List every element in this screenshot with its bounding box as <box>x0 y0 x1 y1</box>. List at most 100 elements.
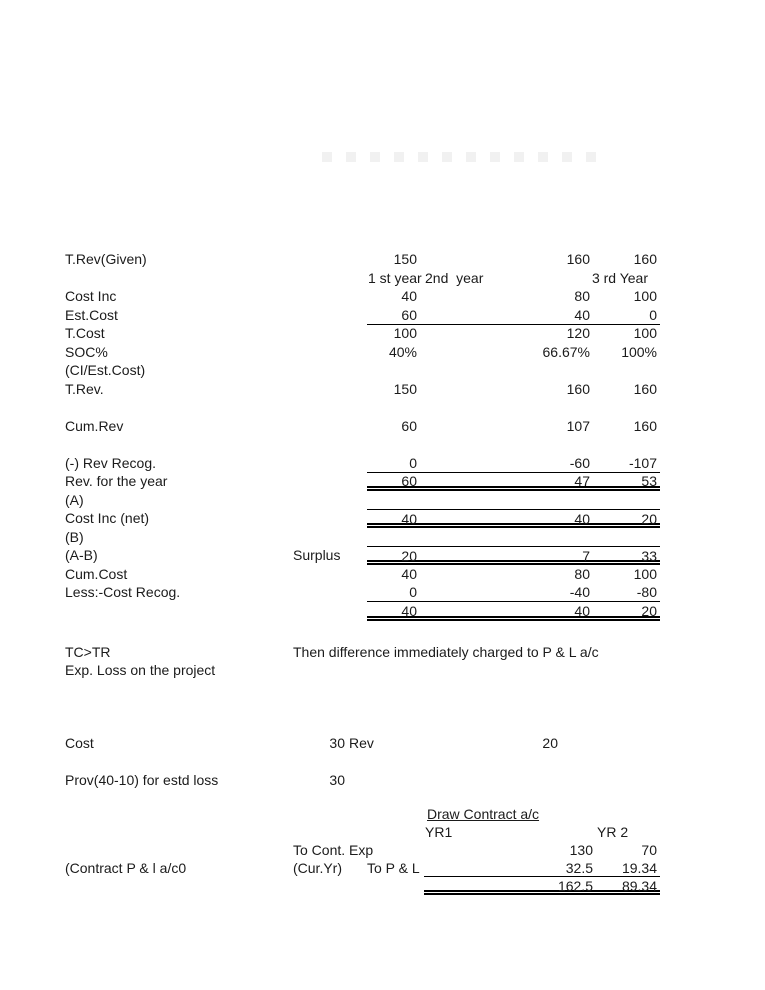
loss-provision-value: 30 <box>329 772 345 788</box>
table-row: Less:-Cost Recog. 0 -40 -80 <box>0 583 765 602</box>
table-row <box>0 435 765 454</box>
row-label: (A-B) <box>65 547 98 563</box>
cell-value: 33 <box>641 548 657 564</box>
row-values: 40 40 20 <box>367 602 660 621</box>
cell-value: 20 <box>641 602 657 619</box>
cell-value: 66.67% <box>542 343 590 360</box>
contract-account-year-row: YR1 YR 2 <box>0 823 765 841</box>
note-row-loss: Exp. Loss on the project <box>0 661 765 680</box>
cell-value: 162.5 <box>557 878 593 894</box>
surplus-label: Surplus <box>293 547 341 563</box>
row-label: Rev. for the year <box>65 473 168 489</box>
cell-value: 40 <box>574 602 590 619</box>
table-row: Cost Inc 40 80 100 <box>0 287 765 306</box>
row-label: (A) <box>65 491 84 508</box>
cell-value: 160 <box>566 251 590 267</box>
note-expected-loss: Exp. Loss on the project <box>65 662 216 678</box>
row-values: 60 47 53 <box>367 472 660 491</box>
table-row: Cost Inc (net) 40 40 20 <box>0 509 765 528</box>
row-label: Est.Cost <box>65 306 118 323</box>
loss-rev-value: 20 <box>542 735 558 751</box>
contract-account-row: 162.5 89.34 <box>0 877 765 895</box>
table-row: Cum.Cost 40 80 100 <box>0 565 765 584</box>
cell-value: -80 <box>636 584 657 600</box>
year-header-second: 2nd year <box>425 269 484 286</box>
contract-row-particulars: (Cur.Yr) <box>293 860 342 876</box>
watermark-square <box>562 152 572 162</box>
cell-value: 40 <box>401 288 417 304</box>
cell-value: 130 <box>569 842 593 858</box>
cell-value: 0 <box>649 306 657 323</box>
table-row: Rev. for the year 60 47 53 <box>0 472 765 491</box>
table-row: (B) <box>0 528 765 547</box>
table-row <box>0 398 765 417</box>
contract-row-values: 130 70 <box>424 841 660 859</box>
row-label: Cost Inc (net) <box>65 510 150 526</box>
note-row-condition: TC>TR Then difference immediately charge… <box>0 643 765 662</box>
row-label: (-) Rev Recog. <box>65 454 157 471</box>
row-label: Less:-Cost Recog. <box>65 584 181 600</box>
contract-row-values: 32.5 19.34 <box>424 859 660 877</box>
row-values: 60 40 0 <box>367 306 660 325</box>
watermark-square <box>514 152 524 162</box>
year-header-third: 3 rd Year <box>591 269 648 286</box>
watermark-square <box>322 152 332 162</box>
row-label: Cost Inc <box>65 288 117 304</box>
cell-value: 40 <box>574 511 590 527</box>
cell-value: 40 <box>401 602 417 619</box>
watermark-square <box>394 152 404 162</box>
row-values: 150 160 160 <box>367 380 660 399</box>
table-row: 40 40 20 <box>0 602 765 621</box>
cell-value: 0 <box>409 454 417 471</box>
cell-value: 120 <box>566 325 590 341</box>
cell-value: 40 <box>401 565 417 582</box>
contract-account-row: To Cont. Exp 130 70 <box>0 841 765 859</box>
note-consequence: Then difference immediately charged to P… <box>293 644 599 660</box>
table-row: T.Rev(Given) 150 160 160 <box>0 250 765 269</box>
watermark-square <box>538 152 548 162</box>
loss-rev-label: Rev <box>349 735 374 751</box>
table-row: (CI/Est.Cost) <box>0 361 765 380</box>
loss-provision-row: Prov(40-10) for estd loss 30 <box>0 771 765 790</box>
table-row: SOC% 40% 66.67% 100% <box>0 343 765 362</box>
cell-value: 60 <box>401 473 417 489</box>
row-label: (CI/Est.Cost) <box>65 362 146 378</box>
table-row: (A) <box>0 491 765 510</box>
contract-row-label: (Contract P & l a/c0 <box>65 860 187 876</box>
contract-col1-header: YR1 <box>425 824 453 840</box>
watermark-square <box>442 152 452 162</box>
row-values: 20 7 33 <box>367 546 660 565</box>
loss-provision-label: Prov(40-10) for estd loss <box>65 772 219 788</box>
row-label: T.Cost <box>65 325 105 341</box>
year-header-row: 1 st year 2nd year 3 rd Year <box>0 269 765 288</box>
cell-value: 100 <box>633 288 657 304</box>
cell-value: 160 <box>633 251 657 267</box>
contract-account-title-row: Draw Contract a/c <box>0 805 765 823</box>
row-label: (B) <box>65 528 84 545</box>
table-row: T.Cost 100 120 100 <box>0 324 765 343</box>
table-row: Est.Cost 60 40 0 <box>0 306 765 325</box>
contract-row-values: 162.5 89.34 <box>424 877 660 895</box>
watermark-square <box>418 152 428 162</box>
contract-account-title: Draw Contract a/c <box>427 806 540 822</box>
row-label: Cum.Cost <box>65 565 128 582</box>
contract-row-particulars-2: To P & L <box>367 860 420 876</box>
watermark-square <box>490 152 500 162</box>
cell-value: 100 <box>633 325 657 341</box>
cell-value: 47 <box>574 473 590 489</box>
row-values: 0 -40 -80 <box>367 583 660 602</box>
row-values: 40 80 100 <box>367 287 660 306</box>
cell-value: 32.5 <box>565 860 593 876</box>
cell-value: 100% <box>621 343 657 360</box>
cell-value: 80 <box>574 288 590 304</box>
table-row: (-) Rev Recog. 0 -60 -107 <box>0 454 765 473</box>
table-row: (A-B) Surplus 20 7 33 <box>0 546 765 565</box>
row-values: 40 40 20 <box>367 509 660 528</box>
row-label: T.Rev. <box>65 380 104 397</box>
cell-value: 40 <box>574 306 590 323</box>
cell-value: 20 <box>401 548 417 564</box>
cell-value: 53 <box>641 473 657 489</box>
cell-value: 100 <box>393 325 417 341</box>
cell-value: 20 <box>641 511 657 527</box>
cell-value: -107 <box>628 454 657 471</box>
